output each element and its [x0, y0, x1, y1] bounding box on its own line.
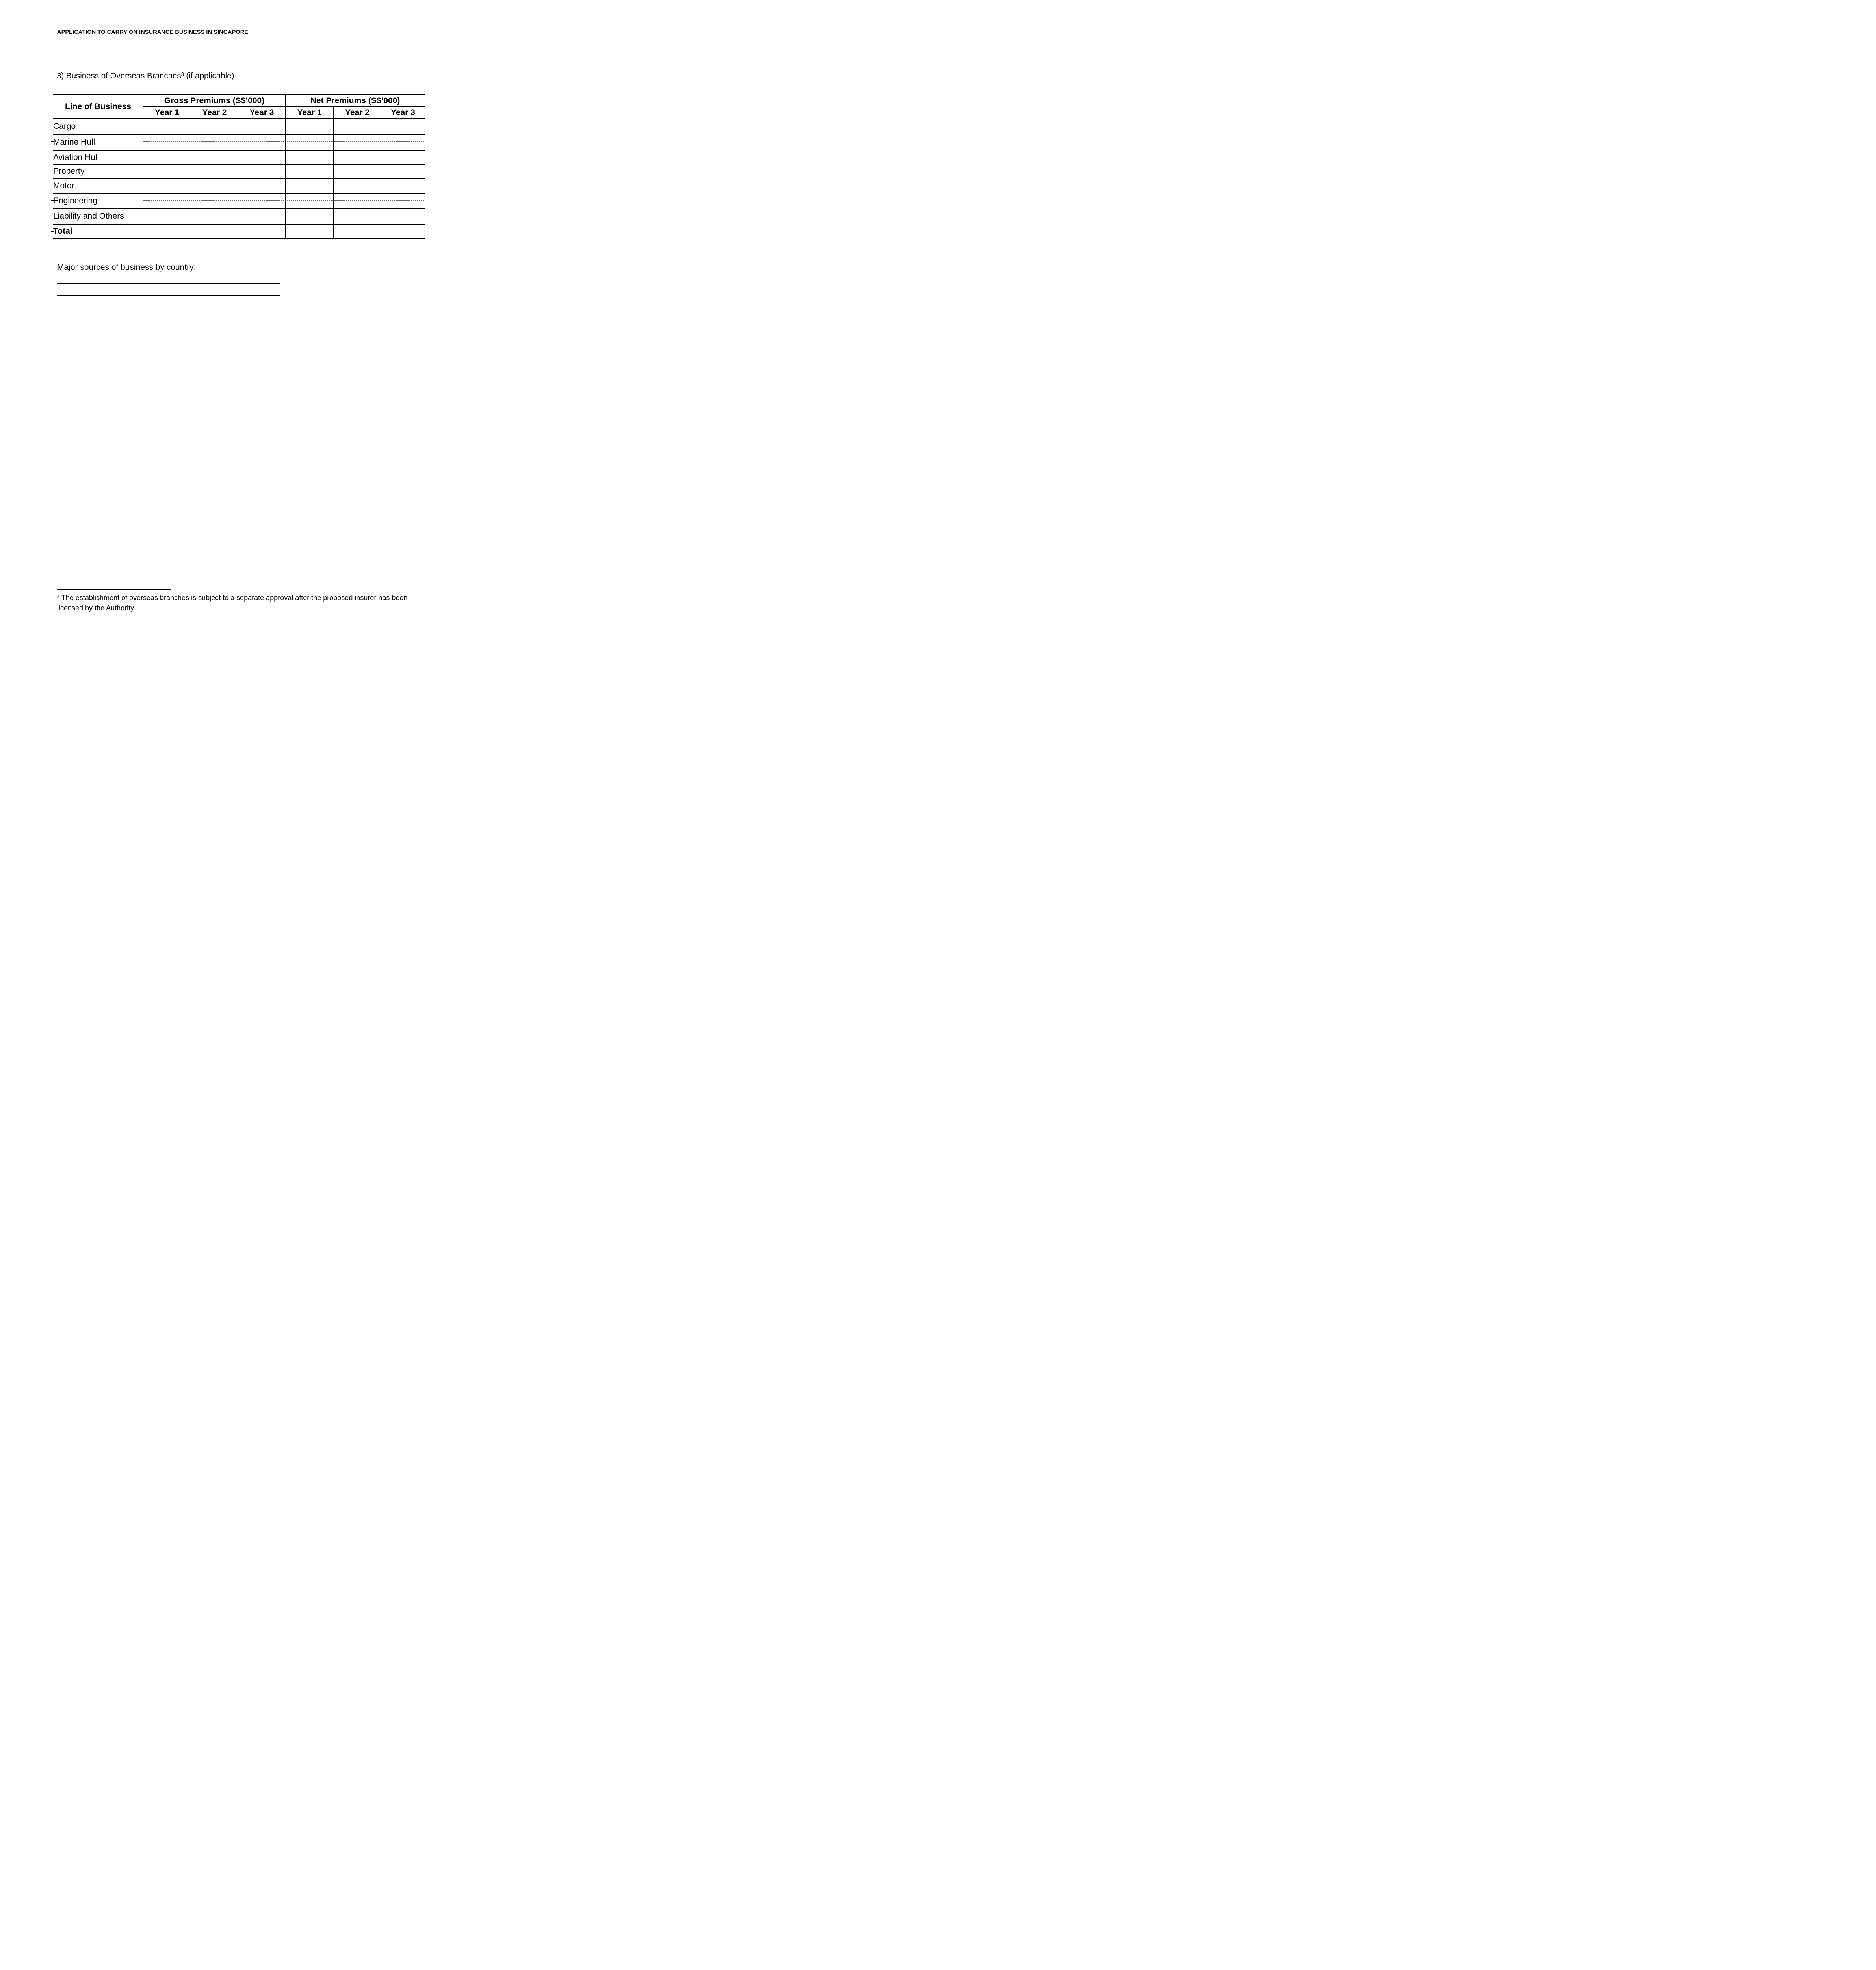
premium-cell[interactable]	[191, 178, 238, 194]
major-sources-label: Major sources of business by country:	[57, 263, 196, 272]
net-premiums-header: Net Premiums (S$’000)	[285, 95, 425, 107]
premium-cell[interactable]	[285, 193, 334, 209]
premium-cell[interactable]	[238, 178, 286, 194]
table-row-marine-hull: Marine Hull	[53, 134, 425, 151]
footnote-separator	[57, 589, 171, 590]
premium-cell[interactable]	[381, 150, 425, 165]
table-row-motor: Motor	[53, 178, 425, 194]
premium-cell[interactable]	[238, 164, 286, 179]
premium-cell[interactable]	[333, 178, 382, 194]
premium-cell[interactable]	[333, 224, 382, 239]
footnote-number: 3	[57, 594, 60, 599]
premium-cell[interactable]	[191, 224, 238, 239]
year-header-gross-3: Year 3	[238, 106, 286, 119]
row-divider-stub	[51, 200, 54, 201]
premium-cell[interactable]	[381, 164, 425, 179]
premium-cell[interactable]	[333, 134, 382, 151]
premium-cell[interactable]	[333, 208, 382, 225]
row-divider-stub	[51, 231, 54, 232]
premium-cell[interactable]	[285, 118, 334, 135]
premium-cell[interactable]	[381, 224, 425, 239]
table-row-aviation-hull: Aviation Hull	[53, 150, 425, 165]
table-row-total: Total	[53, 224, 425, 239]
row-label: Aviation Hull	[53, 150, 143, 165]
premium-cell[interactable]	[381, 193, 425, 209]
blank-line-2[interactable]	[57, 295, 280, 296]
blank-line-1[interactable]	[57, 283, 280, 284]
document-header-title: APPLICATION TO CARRY ON INSURANCE BUSINE…	[57, 29, 249, 35]
premium-cell[interactable]	[191, 134, 238, 151]
year-header-net-3: Year 3	[381, 106, 425, 119]
row-label: Cargo	[53, 118, 143, 135]
row-label: Marine Hull	[53, 134, 143, 151]
document-page: APPLICATION TO CARRY ON INSURANCE BUSINE…	[0, 0, 469, 663]
line-of-business-header: Line of Business	[53, 95, 143, 119]
premium-cell[interactable]	[285, 164, 334, 179]
table-header-row-years: Year 1 Year 2 Year 3 Year 1 Year 2 Year …	[53, 106, 425, 119]
premium-cell[interactable]	[238, 208, 286, 225]
footnote-reference-marker: 3	[181, 71, 184, 78]
premium-cell[interactable]	[143, 208, 191, 225]
gross-premiums-header: Gross Premiums (S$’000)	[143, 95, 286, 107]
year-header-gross-1: Year 1	[143, 106, 191, 119]
premium-cell[interactable]	[381, 208, 425, 225]
premium-cell[interactable]	[238, 118, 286, 135]
premium-cell[interactable]	[333, 150, 382, 165]
premium-cell[interactable]	[381, 118, 425, 135]
table-header-row-groups: Line of Business Gross Premiums (S$’000)…	[53, 95, 425, 119]
premium-cell[interactable]	[238, 193, 286, 209]
row-label: Total	[53, 224, 143, 239]
premium-cell[interactable]	[143, 178, 191, 194]
table-row-property: Property	[53, 164, 425, 179]
premium-cell[interactable]	[191, 118, 238, 135]
premium-cell[interactable]	[285, 208, 334, 225]
premium-cell[interactable]	[191, 150, 238, 165]
premium-cell[interactable]	[143, 224, 191, 239]
year-header-net-2: Year 2	[333, 106, 382, 119]
row-label: Property	[53, 164, 143, 179]
footnote-line-1: 3 The establishment of overseas branches…	[57, 593, 407, 604]
premium-cell[interactable]	[191, 208, 238, 225]
overseas-branches-table-wrap: Line of Business Gross Premiums (S$’000)…	[51, 94, 426, 239]
premium-cell[interactable]	[285, 150, 334, 165]
premium-cell[interactable]	[381, 134, 425, 151]
footnote: 3 The establishment of overseas branches…	[57, 593, 407, 613]
premium-cell[interactable]	[333, 118, 382, 135]
premium-cell[interactable]	[285, 178, 334, 194]
premium-cell[interactable]	[285, 134, 334, 151]
premium-cell[interactable]	[143, 193, 191, 209]
overseas-branches-table: Line of Business Gross Premiums (S$’000)…	[53, 94, 425, 239]
premium-cell[interactable]	[191, 193, 238, 209]
premium-cell[interactable]	[381, 178, 425, 194]
row-label: Motor	[53, 178, 143, 194]
row-divider-hairline	[143, 200, 424, 201]
premium-cell[interactable]	[143, 118, 191, 135]
section-title: 3) Business of Overseas Branches3 (if ap…	[57, 71, 234, 81]
premium-cell[interactable]	[143, 150, 191, 165]
footnote-text-line-2: licensed by the Authority.	[57, 604, 136, 612]
premium-cell[interactable]	[143, 164, 191, 179]
table-row-engineering: Engineering	[53, 193, 425, 209]
section-title-text: 3) Business of Overseas Branches	[57, 71, 181, 80]
premium-cell[interactable]	[191, 164, 238, 179]
premium-cell[interactable]	[285, 224, 334, 239]
table-row-cargo: Cargo	[53, 118, 425, 135]
footnote-text-line-1: The establishment of overseas branches i…	[59, 594, 408, 602]
premium-cell[interactable]	[333, 193, 382, 209]
section-title-suffix: (if applicable)	[184, 71, 234, 80]
row-label: Engineering	[53, 193, 143, 209]
year-header-gross-2: Year 2	[191, 106, 238, 119]
premium-cell[interactable]	[238, 134, 286, 151]
row-divider-stub	[51, 141, 54, 142]
year-header-net-1: Year 1	[285, 106, 334, 119]
premium-cell[interactable]	[238, 150, 286, 165]
row-divider-hairline	[143, 141, 424, 142]
premium-cell[interactable]	[143, 134, 191, 151]
table-row-liability-and-others: Liability and Others	[53, 208, 425, 225]
premium-cell[interactable]	[238, 224, 286, 239]
row-label: Liability and Others	[53, 208, 143, 225]
premium-cell[interactable]	[333, 164, 382, 179]
